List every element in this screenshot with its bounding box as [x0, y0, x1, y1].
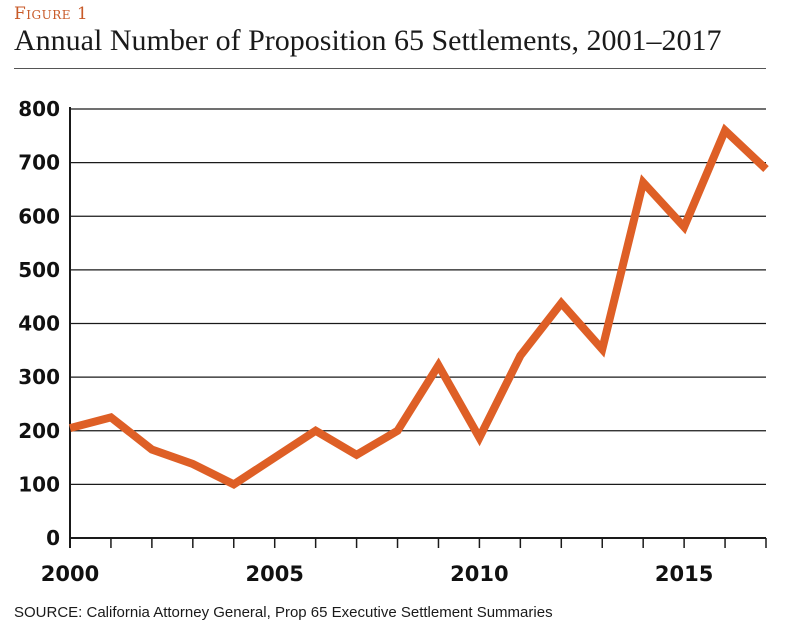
figure-label: Figure 1	[14, 4, 89, 24]
x-tick-label: 2010	[450, 562, 508, 586]
y-tick-label: 200	[18, 419, 60, 443]
series-line	[68, 123, 769, 489]
y-tick-label: 800	[18, 97, 60, 121]
y-tick-label: 400	[18, 312, 60, 336]
y-tick-label: 700	[18, 151, 60, 175]
x-tick-labels: 2000 2005 2010 2015	[41, 562, 714, 586]
y-tick-label: 600	[18, 204, 60, 228]
x-tick-label: 2015	[655, 562, 713, 586]
axes	[69, 107, 767, 548]
y-tick-label: 500	[18, 258, 60, 282]
x-tick-label: 2005	[245, 562, 303, 586]
y-tick-label: 300	[18, 365, 60, 389]
y-tick-label: 100	[18, 472, 60, 496]
gridlines	[70, 108, 766, 539]
y-tick-labels: 0 100 200 300 400 500 600 700 800	[18, 97, 60, 550]
title-divider	[14, 68, 766, 69]
chart-title: Annual Number of Proposition 65 Settleme…	[14, 24, 722, 57]
x-tick-label: 2000	[41, 562, 99, 586]
source-note: SOURCE: California Attorney General, Pro…	[14, 604, 553, 621]
series-layer	[68, 123, 769, 489]
y-tick-label: 0	[46, 526, 60, 550]
